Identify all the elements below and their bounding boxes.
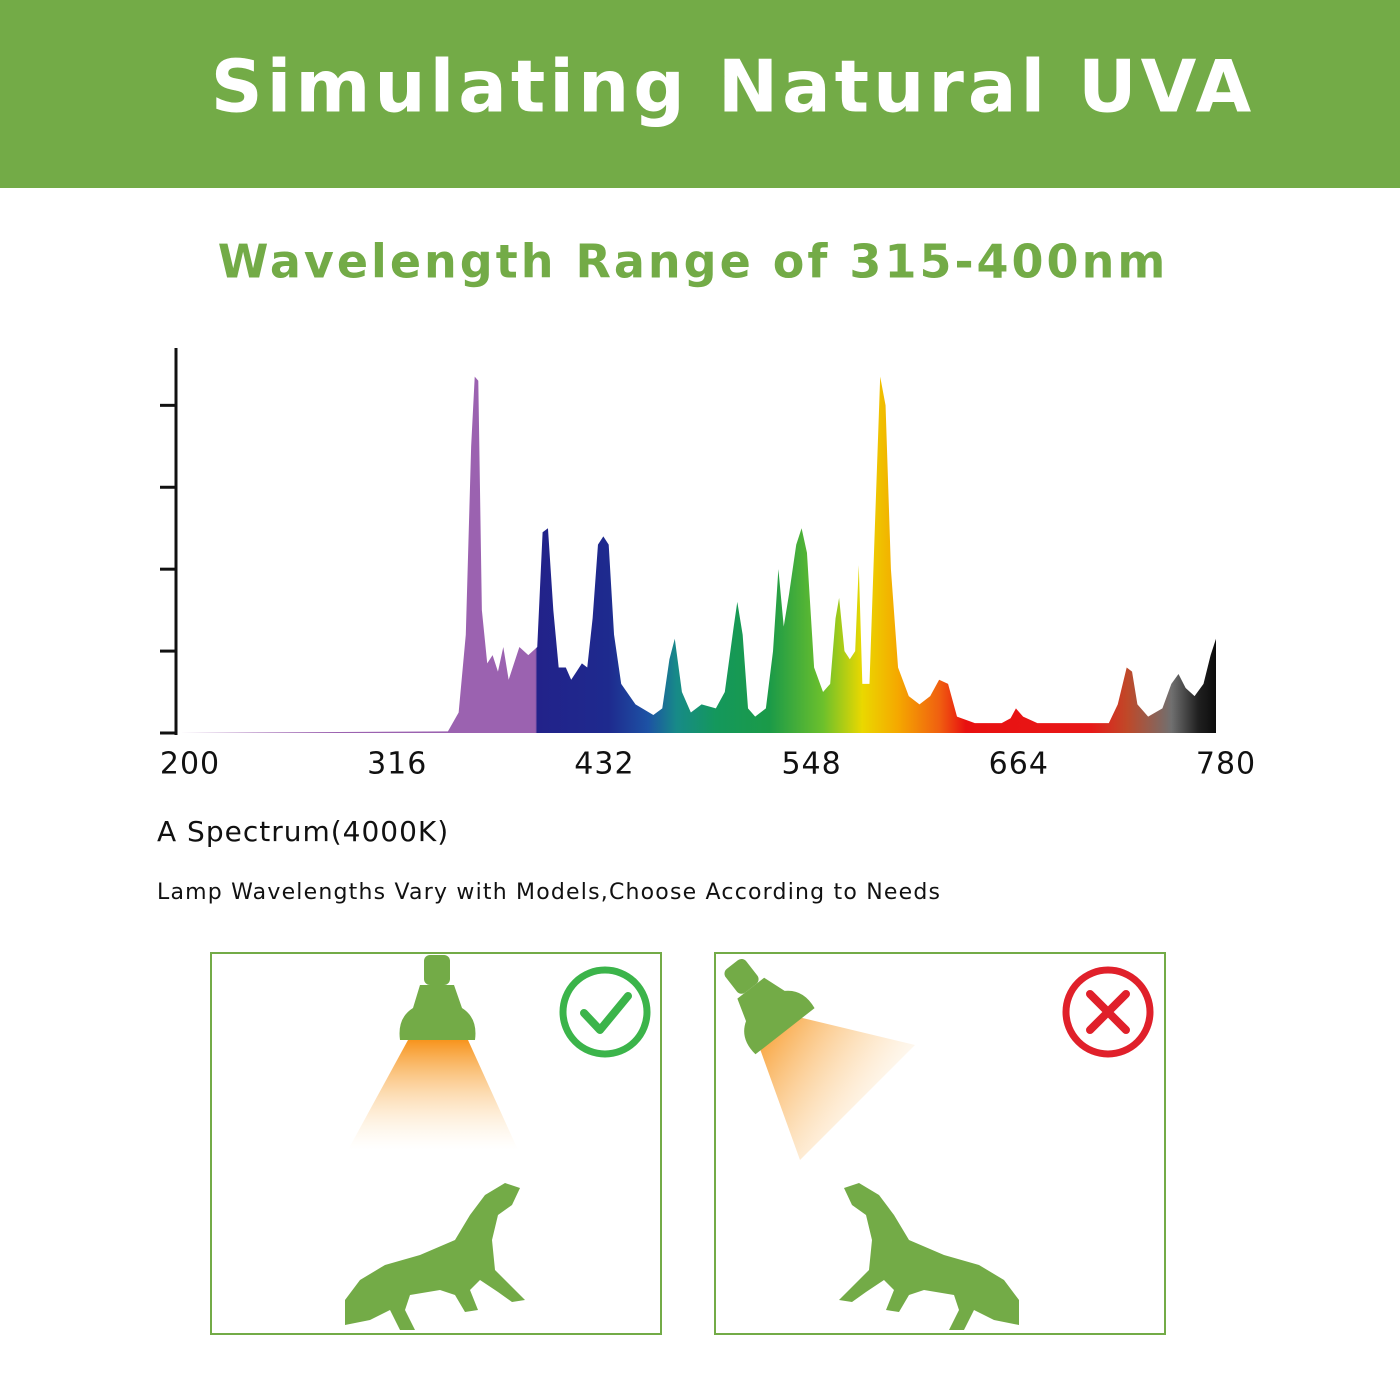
x-tick-label: 548 <box>781 747 841 782</box>
chart-caption: A Spectrum(4000K) <box>157 815 449 848</box>
check-mark <box>580 992 632 1034</box>
header-bar <box>0 0 1400 188</box>
correct-panel <box>210 952 662 1335</box>
x-tick-label: 664 <box>989 747 1049 782</box>
light-cone <box>755 1015 915 1160</box>
wrong-panel <box>714 952 1166 1335</box>
x-tick-label: 432 <box>574 747 634 782</box>
cross-mark <box>1086 990 1130 1034</box>
x-tick-label: 200 <box>160 747 220 782</box>
lamp-base <box>724 958 759 994</box>
lamp-bulb <box>399 985 476 1040</box>
spectrum-area <box>180 376 1216 733</box>
lizard <box>345 1183 525 1330</box>
x-tick-label: 316 <box>367 747 427 782</box>
lamp <box>724 958 815 1055</box>
spectrum-chart: 200 316 432 548 664 780 <box>160 348 1256 782</box>
light-cone <box>348 1040 518 1150</box>
lamp-bulb <box>737 977 815 1055</box>
subtitle: Wavelength Range of 315-400nm <box>218 235 1169 289</box>
cross-circle <box>1062 966 1154 1058</box>
lamp-base <box>424 955 450 985</box>
panel-frame <box>210 952 662 1335</box>
x-tick-label: 780 <box>1196 747 1256 782</box>
lizard <box>839 1183 1019 1330</box>
panel-frame <box>714 952 1166 1335</box>
check-circle <box>559 966 651 1058</box>
chart-note: Lamp Wavelengths Vary with Models,Choose… <box>157 880 941 905</box>
header-title: Simulating Natural UVA <box>211 45 1255 129</box>
